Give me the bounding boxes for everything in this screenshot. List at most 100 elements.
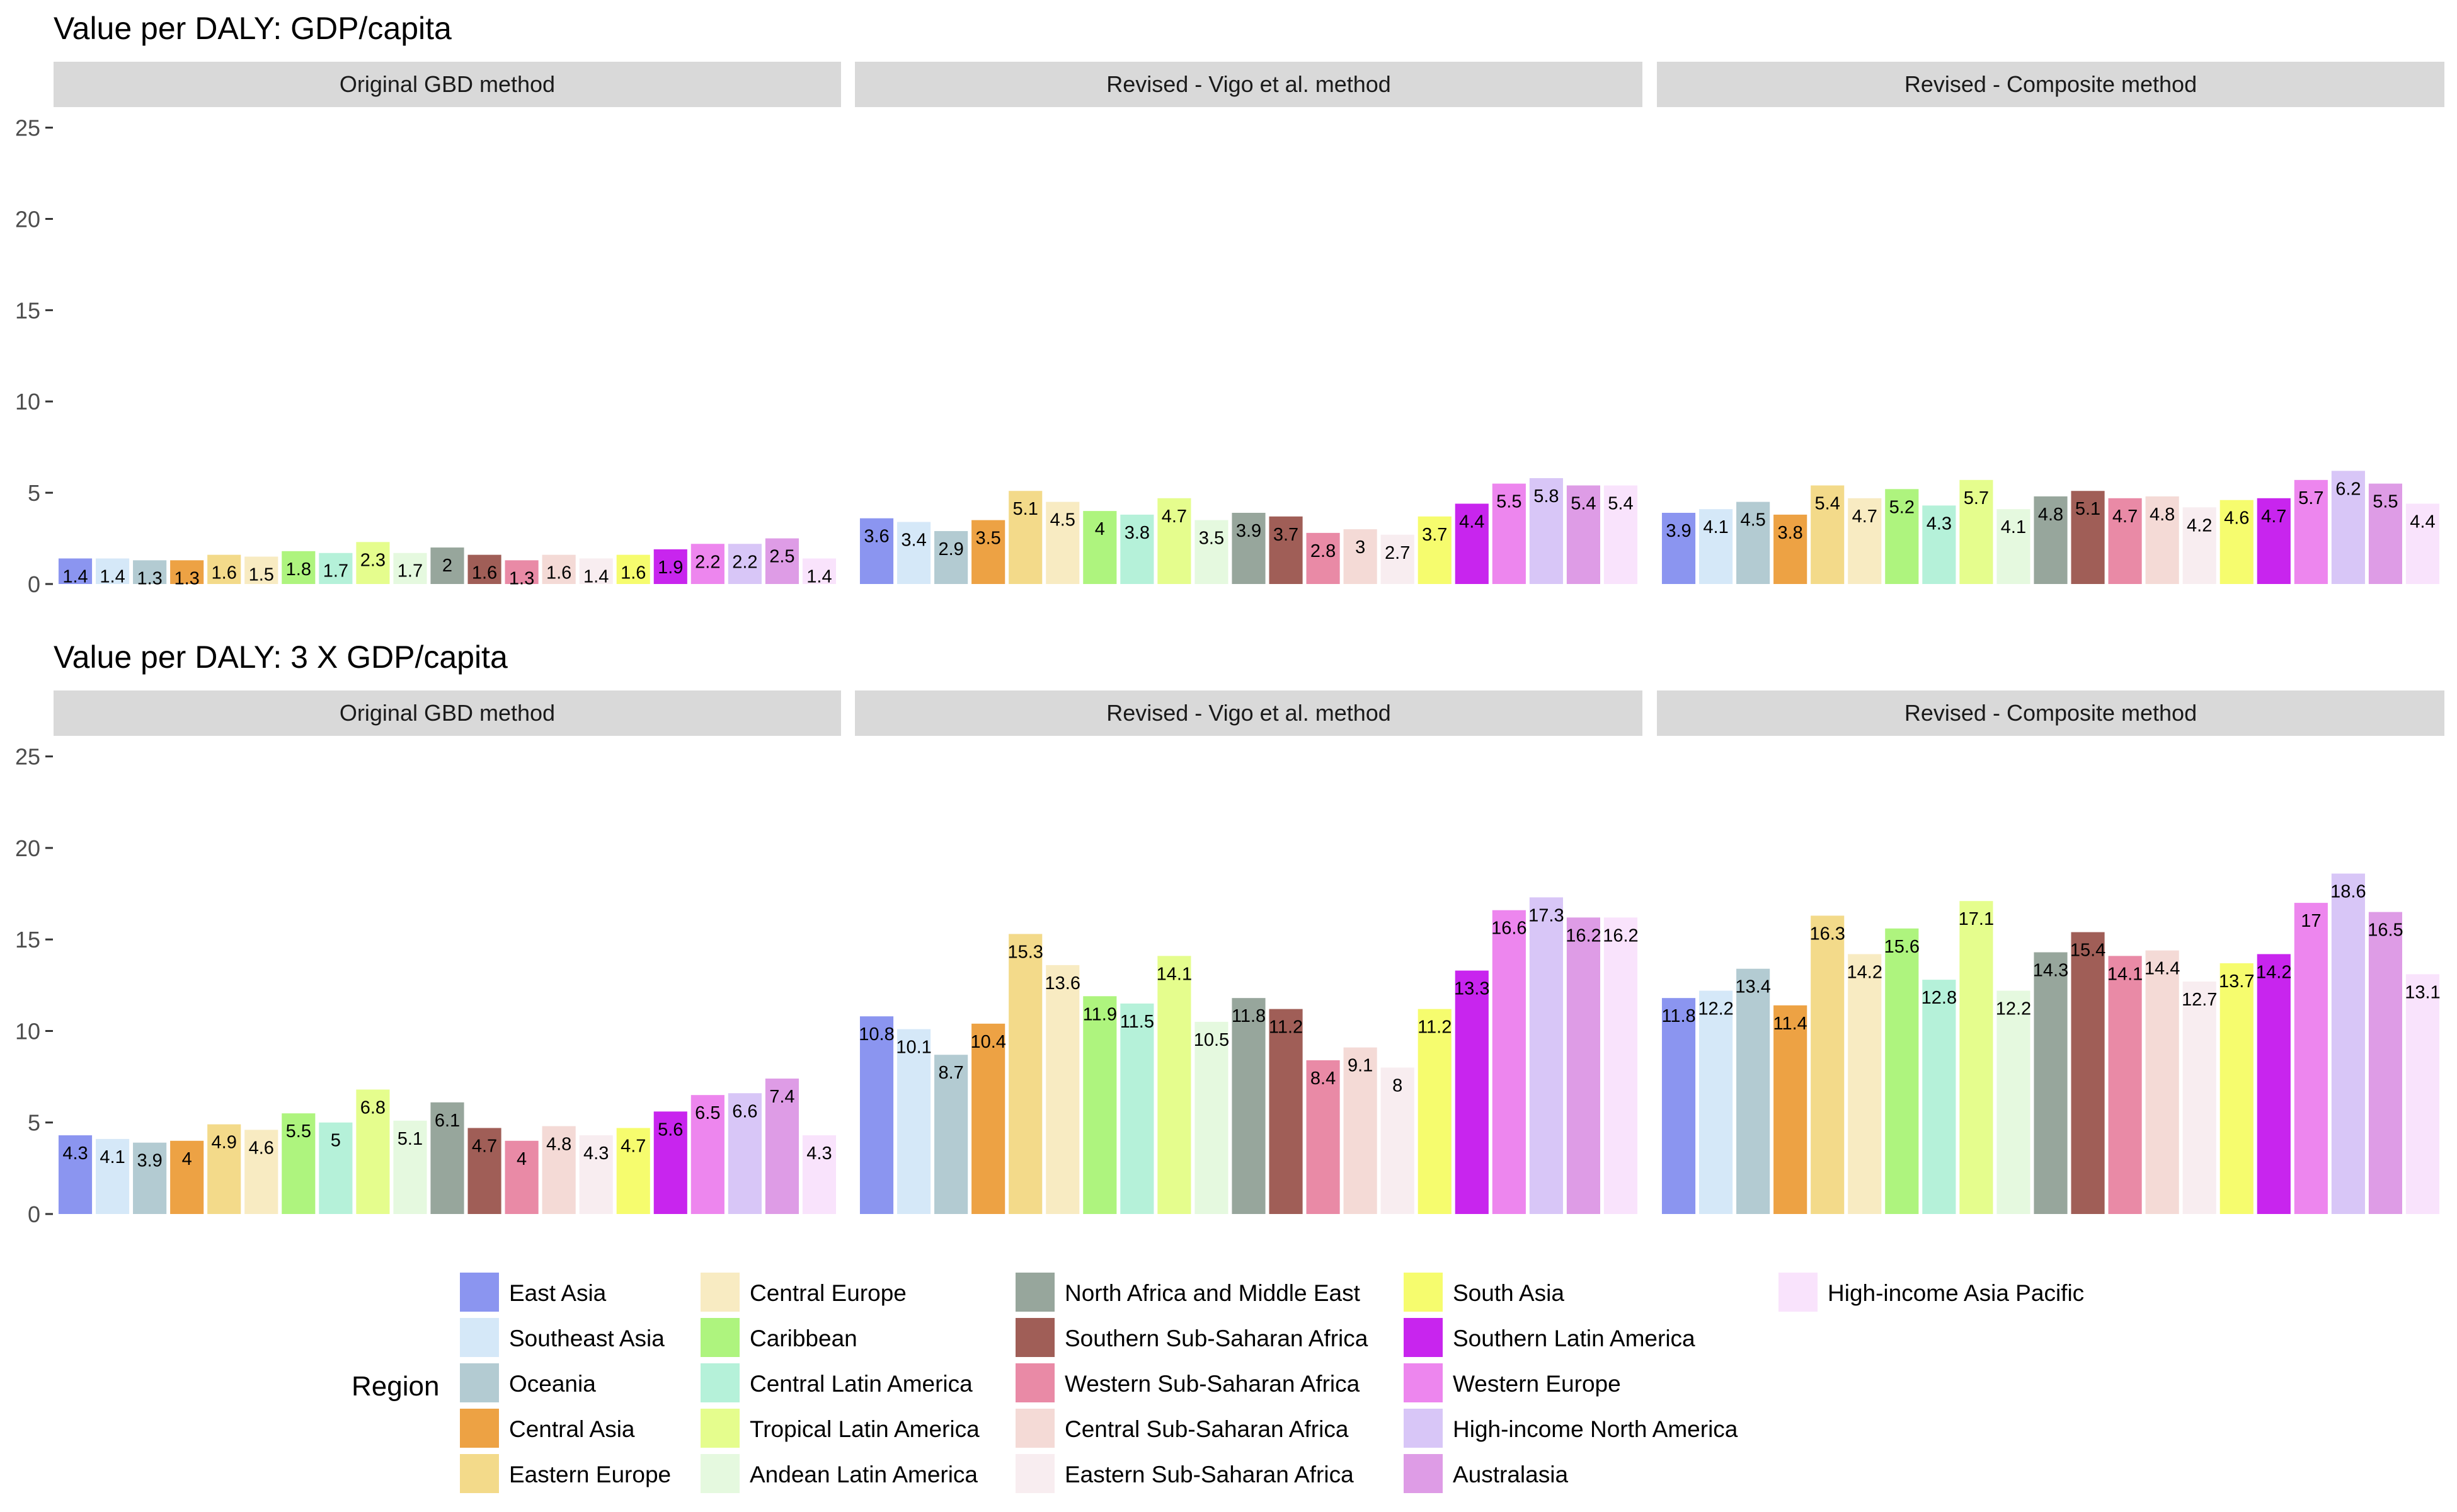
data-label: 14.1	[1157, 964, 1192, 984]
bar	[1046, 965, 1080, 1214]
bar	[2294, 479, 2328, 584]
bar	[971, 1023, 1005, 1214]
bar	[1009, 491, 1043, 584]
data-label: 3.4	[901, 530, 926, 550]
bar	[2034, 496, 2068, 584]
bar	[690, 544, 724, 584]
data-label: 7.4	[769, 1087, 794, 1107]
bar	[1269, 516, 1303, 584]
panel-2: Revised - Vigo et al. method 10.810.1 8.7 1…	[855, 690, 1642, 1214]
legend-item: Eastern Sub-Saharan Africa	[1016, 1454, 1354, 1493]
bar	[1343, 1047, 1377, 1214]
bar	[1120, 1003, 1154, 1214]
data-label: 3	[1355, 537, 1365, 558]
bar	[1885, 489, 1919, 584]
y-tick-label: 0	[28, 571, 40, 597]
bar	[467, 1128, 501, 1214]
legend-item: East Asia	[460, 1273, 607, 1312]
y-tick-label: 5	[28, 480, 40, 506]
legend-item: Central Latin America	[701, 1363, 973, 1402]
legend-swatch	[1016, 1454, 1055, 1493]
bar	[2257, 498, 2291, 584]
data-label: 5.8	[1533, 486, 1559, 507]
bar	[2368, 912, 2402, 1214]
data-label: 11.8	[1661, 1006, 1695, 1026]
data-label: 11.2	[1418, 1017, 1452, 1038]
bar	[2182, 982, 2216, 1214]
data-label: 16.2	[1603, 925, 1638, 946]
legend-label: Eastern Sub-Saharan Africa	[1065, 1462, 1354, 1487]
data-label: 15.3	[1007, 942, 1043, 962]
facet-strip	[855, 690, 1642, 736]
bar	[971, 520, 1005, 584]
bar	[1773, 514, 1807, 584]
data-label: 5.4	[1815, 494, 1840, 514]
y-tick-label: 25	[15, 115, 40, 141]
data-label: 4.7	[1852, 507, 1877, 527]
data-label: 4.1	[1703, 517, 1728, 537]
chart-1: Value per DALY: GDP/capita 0 5 10 15 20 25 Orig…	[15, 11, 2444, 597]
legend: Region East Asia Southeast Asia Oceania Cent…	[352, 1273, 2084, 1493]
bar	[1922, 505, 1956, 584]
bar	[2331, 873, 2365, 1214]
data-label: 5.5	[2373, 492, 2398, 512]
chart-title: Value per DALY: 3 X GDP/capita	[54, 639, 508, 675]
bar	[430, 547, 464, 584]
bar	[319, 553, 353, 584]
data-label: 5	[331, 1131, 341, 1151]
legend-swatch	[1404, 1454, 1443, 1493]
data-label: 13.6	[1045, 973, 1080, 994]
data-label: 12.2	[1996, 999, 2031, 1019]
data-label: 4	[182, 1149, 192, 1169]
data-label: 1.6	[472, 563, 497, 583]
data-label: 4.3	[806, 1143, 832, 1164]
legend-item: Central Europe	[701, 1273, 907, 1312]
bar	[1157, 498, 1191, 584]
data-label: 8.7	[938, 1063, 963, 1083]
bar	[1529, 897, 1563, 1214]
bar	[934, 1055, 968, 1214]
bar	[765, 1079, 799, 1214]
legend-label: Oceania	[509, 1371, 596, 1397]
legend-item: Oceania	[460, 1363, 596, 1402]
data-label: 11.5	[1120, 1012, 1154, 1032]
data-label: 13.4	[1735, 977, 1770, 997]
bar	[2219, 963, 2254, 1214]
data-label: 10.4	[970, 1032, 1005, 1052]
bar	[356, 542, 390, 584]
legend-label: Australasia	[1453, 1462, 1568, 1487]
panel-1: Original GBD method 1.4 1.4 1.3 1.3 1.6 1.5 1.8…	[54, 62, 841, 588]
bar	[207, 1124, 241, 1214]
bar	[802, 1135, 837, 1214]
bar	[542, 554, 576, 584]
data-label: 14.4	[2145, 959, 2180, 979]
bar	[1418, 1009, 1452, 1214]
bar	[2405, 974, 2440, 1214]
legend-swatch	[701, 1318, 740, 1357]
data-label: 8	[1392, 1076, 1402, 1096]
data-label: 15.4	[2070, 941, 2105, 961]
bar	[579, 558, 613, 584]
bar	[2071, 491, 2105, 584]
legend-label: Southeast Asia	[509, 1326, 665, 1351]
data-label: 1.4	[806, 566, 832, 587]
data-label: 3.8	[1778, 523, 1803, 543]
data-label: 5.2	[1889, 497, 1915, 517]
facet-label: Original GBD method	[340, 71, 555, 97]
data-label: 13.3	[1454, 979, 1489, 999]
data-label: 1.7	[398, 561, 423, 581]
facet-strip	[1657, 690, 2444, 736]
data-label: 3.7	[1273, 525, 1298, 545]
legend-swatch	[1778, 1273, 1818, 1312]
data-label: 3.7	[1422, 525, 1447, 545]
legend-item: Southern Latin America	[1404, 1318, 1695, 1357]
bar	[1959, 479, 1993, 584]
bar	[2071, 932, 2105, 1214]
legend-label: North Africa and Middle East	[1065, 1280, 1361, 1306]
bar	[1603, 485, 1638, 584]
bar	[1885, 928, 1919, 1214]
bar	[2294, 903, 2328, 1214]
legend-item: Western Europe	[1404, 1363, 1621, 1402]
legend-swatch	[1016, 1273, 1055, 1312]
data-label: 4.6	[2224, 508, 2249, 529]
